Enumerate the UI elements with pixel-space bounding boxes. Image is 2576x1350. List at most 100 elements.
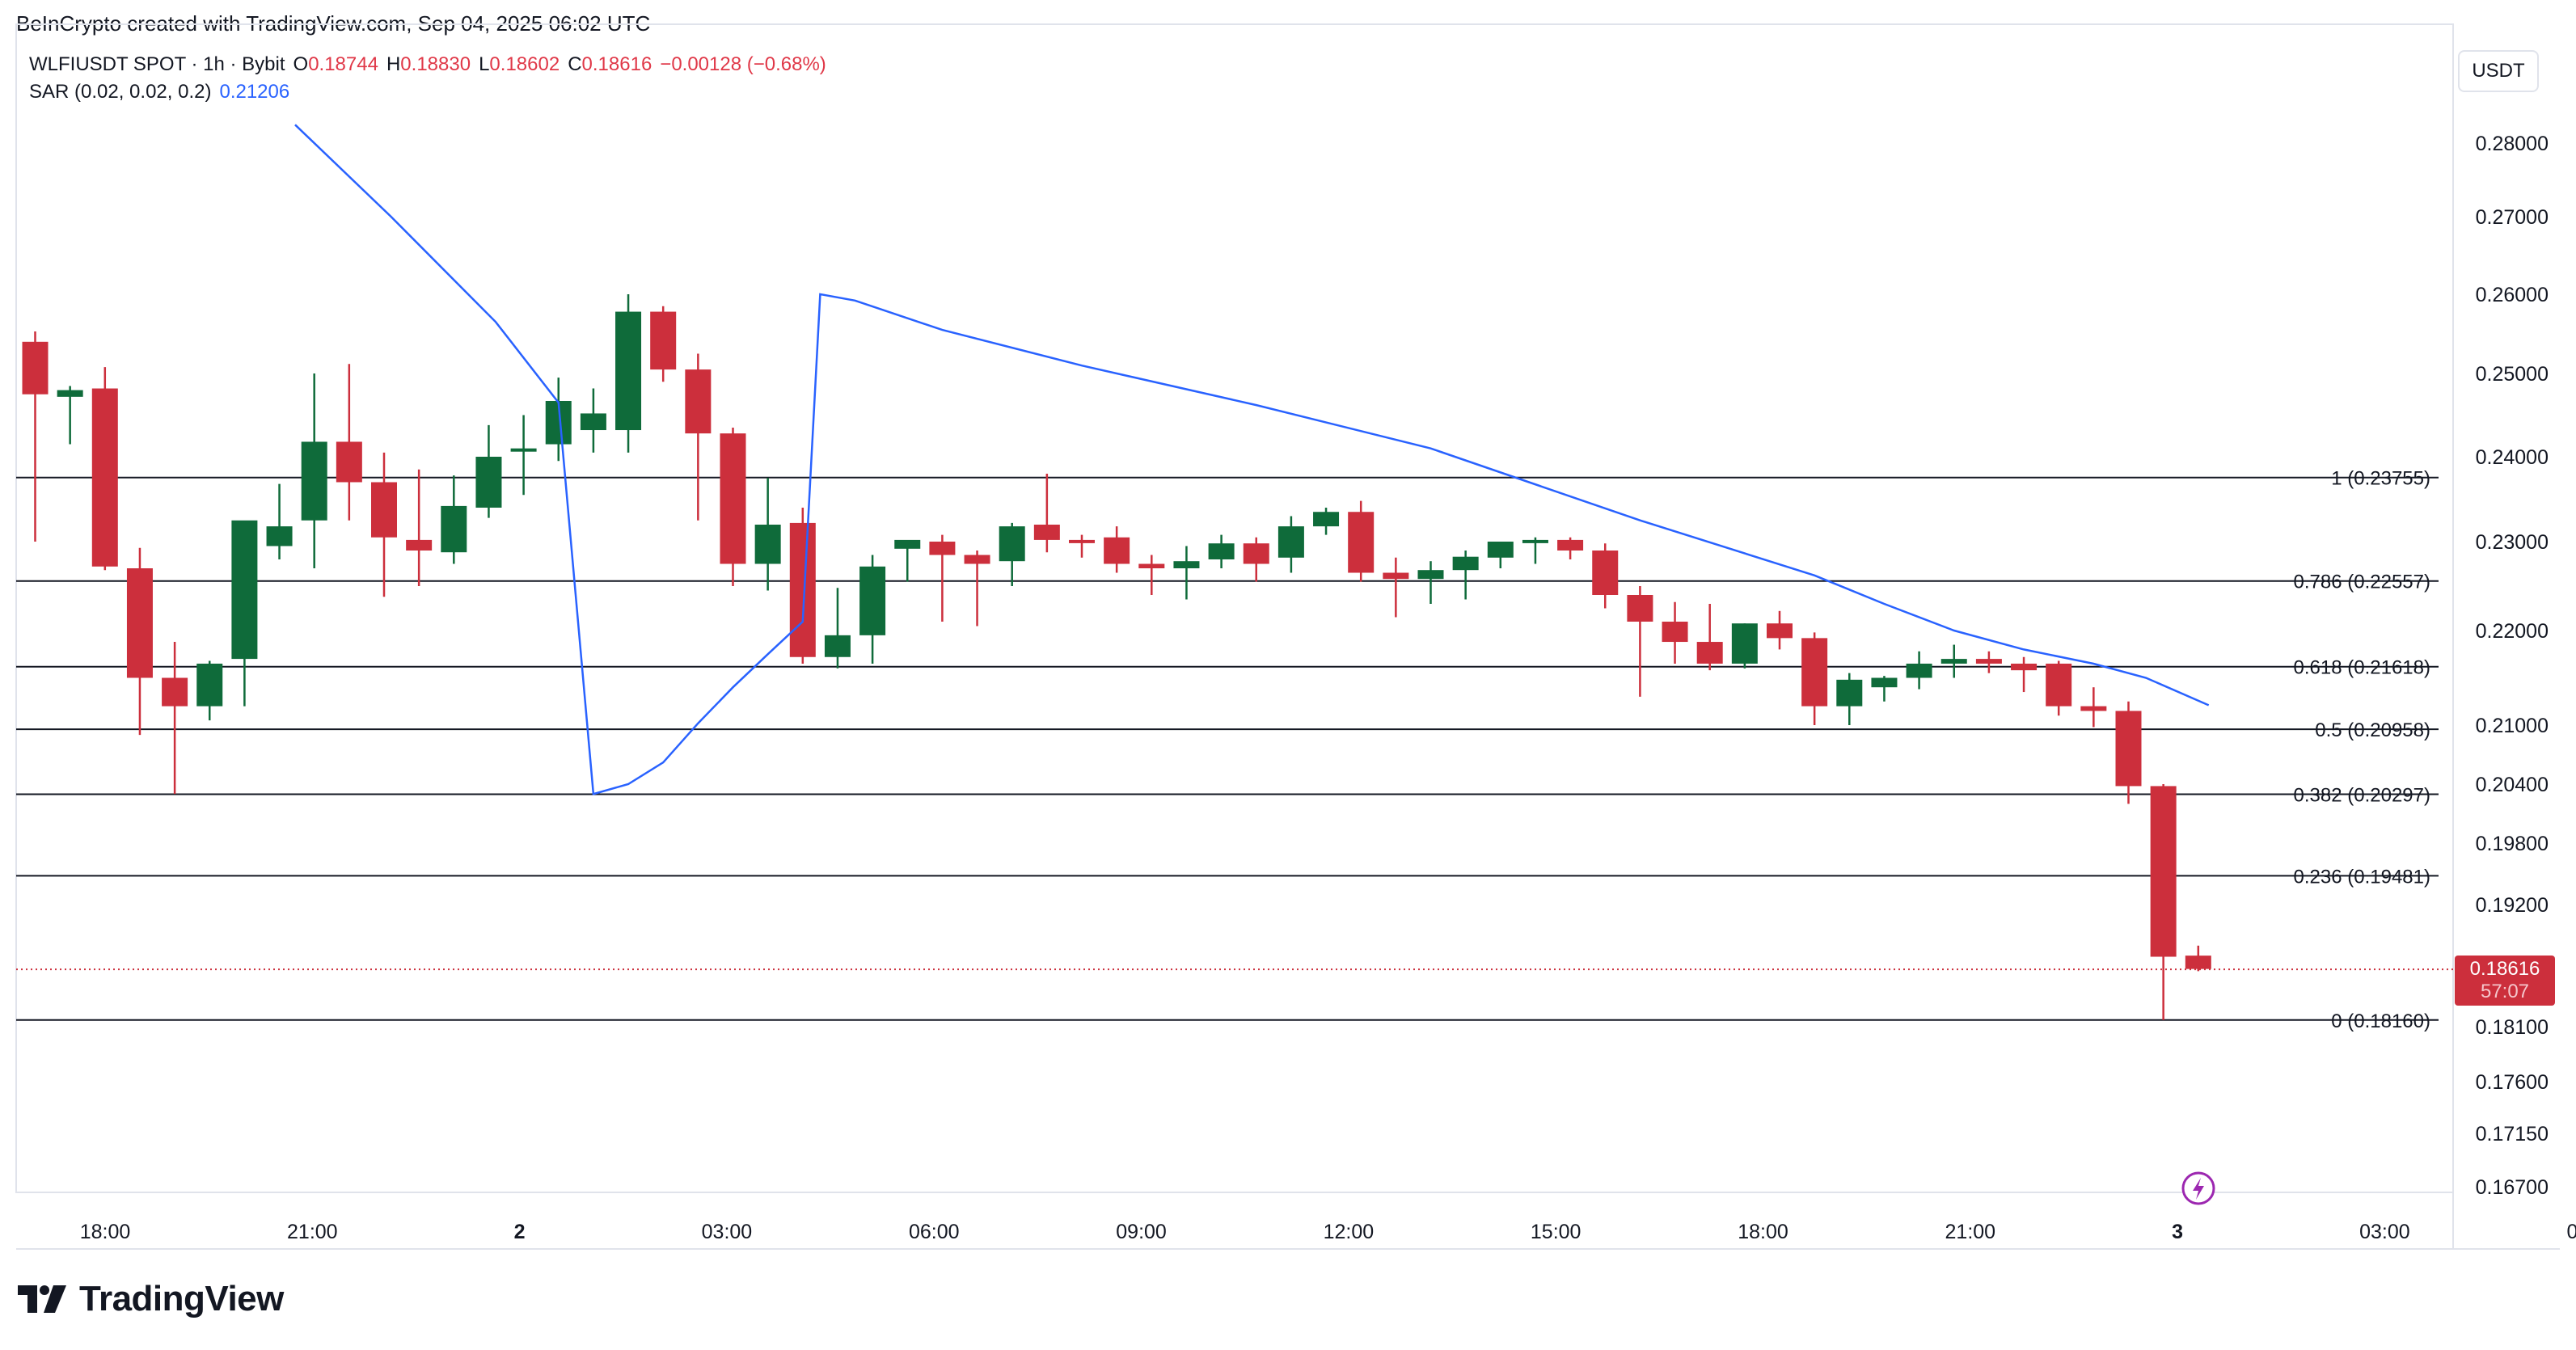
candle[interactable] bbox=[2011, 656, 2038, 693]
plot-frame bbox=[15, 23, 2454, 1193]
candle-body bbox=[1557, 539, 1584, 551]
candle[interactable] bbox=[1522, 537, 1548, 564]
candle[interactable] bbox=[1138, 555, 1165, 596]
candle[interactable] bbox=[22, 331, 49, 542]
brand-name: TradingView bbox=[79, 1279, 284, 1318]
candle[interactable] bbox=[1662, 601, 1688, 664]
candle[interactable] bbox=[650, 306, 677, 382]
candle[interactable] bbox=[126, 547, 153, 736]
candle[interactable] bbox=[964, 551, 990, 626]
candle[interactable] bbox=[754, 478, 781, 591]
candle[interactable] bbox=[580, 388, 606, 453]
candle[interactable] bbox=[2185, 945, 2211, 972]
candle[interactable] bbox=[1906, 651, 1932, 690]
candle[interactable] bbox=[1940, 644, 1967, 678]
candle[interactable] bbox=[1871, 676, 1898, 702]
high-value: 0.18830 bbox=[400, 53, 471, 75]
candle[interactable] bbox=[475, 424, 502, 518]
candle-body bbox=[2115, 711, 2142, 787]
candle[interactable] bbox=[196, 660, 223, 721]
candle-body bbox=[1767, 623, 1793, 639]
candle[interactable] bbox=[929, 534, 956, 622]
candle[interactable] bbox=[1383, 557, 1409, 618]
candle-body bbox=[1417, 570, 1444, 580]
candle[interactable] bbox=[1348, 500, 1375, 582]
candle-body bbox=[1801, 638, 1828, 707]
low-value: 0.18602 bbox=[489, 53, 560, 75]
candle[interactable] bbox=[1069, 534, 1095, 558]
candle[interactable] bbox=[824, 588, 851, 669]
candle[interactable] bbox=[1592, 543, 1619, 609]
candle[interactable] bbox=[1277, 516, 1304, 573]
bar-countdown: 57:07 bbox=[2480, 981, 2530, 1002]
candle[interactable] bbox=[57, 386, 83, 445]
last-price-tag: 0.18616 57:07 bbox=[2455, 956, 2555, 1006]
candle[interactable] bbox=[266, 483, 293, 559]
y-tick-label: 0.22000 bbox=[2476, 620, 2549, 643]
candle-body bbox=[266, 526, 293, 546]
candle[interactable] bbox=[1208, 534, 1235, 568]
candle[interactable] bbox=[162, 642, 188, 795]
symbol-label[interactable]: WLFIUSDT SPOT · 1h · Bybit bbox=[29, 53, 285, 75]
candle[interactable] bbox=[1243, 537, 1269, 582]
candle[interactable] bbox=[789, 508, 816, 664]
candle[interactable] bbox=[1627, 586, 1653, 697]
candle[interactable] bbox=[406, 469, 433, 586]
candle[interactable] bbox=[371, 452, 397, 597]
candle[interactable] bbox=[1557, 537, 1584, 559]
candle[interactable] bbox=[1313, 508, 1340, 535]
candle[interactable] bbox=[2150, 784, 2177, 1020]
candle[interactable] bbox=[999, 522, 1025, 586]
candle-body bbox=[1452, 556, 1479, 571]
y-tick-label: 0.28000 bbox=[2476, 133, 2549, 155]
candle[interactable] bbox=[1452, 551, 1479, 600]
lightning-event-icon[interactable] bbox=[2181, 1171, 2215, 1205]
candle[interactable] bbox=[336, 364, 362, 521]
candle-body bbox=[1940, 659, 1967, 664]
candle-body bbox=[91, 388, 118, 567]
fib-level-label: 0 (0.18160) bbox=[2331, 1010, 2430, 1032]
candle[interactable] bbox=[510, 415, 537, 496]
candle[interactable] bbox=[1487, 542, 1514, 568]
candle-body bbox=[57, 390, 83, 397]
candle[interactable] bbox=[1104, 526, 1130, 573]
tradingview-logo[interactable]: TradingView bbox=[18, 1279, 284, 1319]
x-tick-label: 03:00 bbox=[702, 1221, 753, 1243]
candle[interactable] bbox=[859, 555, 886, 664]
candle[interactable] bbox=[2115, 701, 2142, 804]
candle[interactable] bbox=[301, 373, 327, 568]
candle-body bbox=[475, 457, 502, 508]
candle[interactable] bbox=[1696, 604, 1723, 671]
candle[interactable] bbox=[231, 520, 258, 707]
x-tick-label: 06:00 bbox=[909, 1221, 960, 1243]
candle-body bbox=[1348, 512, 1375, 573]
candle-body bbox=[336, 441, 362, 483]
candle[interactable] bbox=[1801, 632, 1828, 725]
sar-label[interactable]: SAR (0.02, 0.02, 0.2) bbox=[29, 81, 212, 103]
currency-button[interactable]: USDT bbox=[2458, 50, 2539, 92]
candle[interactable] bbox=[441, 475, 467, 564]
candle[interactable] bbox=[1767, 610, 1793, 650]
candle[interactable] bbox=[1836, 673, 1863, 725]
candle[interactable] bbox=[1417, 561, 1444, 604]
candle[interactable] bbox=[615, 294, 642, 453]
candle[interactable] bbox=[1731, 623, 1758, 669]
fib-level-label: 1 (0.23755) bbox=[2331, 468, 2430, 490]
sar-line[interactable] bbox=[294, 124, 2210, 795]
candle-body bbox=[231, 520, 258, 660]
candle[interactable] bbox=[1173, 546, 1200, 600]
candle[interactable] bbox=[1975, 651, 2002, 673]
candle[interactable] bbox=[894, 539, 921, 582]
candle[interactable] bbox=[1033, 474, 1060, 553]
y-tick-label: 0.18100 bbox=[2476, 1016, 2549, 1039]
x-tick-label: 15:00 bbox=[1531, 1221, 1581, 1243]
candle[interactable] bbox=[91, 367, 118, 571]
candle[interactable] bbox=[720, 427, 746, 586]
candle[interactable] bbox=[2046, 660, 2072, 716]
x-tick-label: 2 bbox=[514, 1221, 526, 1243]
candle-body bbox=[1696, 642, 1723, 664]
candle[interactable] bbox=[685, 353, 712, 521]
candle[interactable] bbox=[2080, 687, 2107, 728]
candle-body bbox=[162, 677, 188, 707]
